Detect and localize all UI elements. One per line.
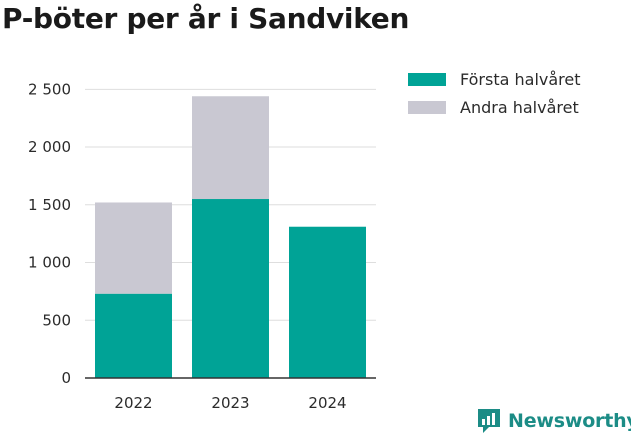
y-tick-label: 1 500 xyxy=(28,196,71,214)
legend: Första halvåret Andra halvåret xyxy=(408,70,581,117)
brand-name: Newsworthy xyxy=(508,410,631,432)
bar-first-half-2022 xyxy=(95,293,172,378)
bar-first-half-2024 xyxy=(289,226,366,378)
newsworthy-logo-icon xyxy=(478,409,500,433)
x-axis-ticks: 2022 2023 2024 xyxy=(114,394,346,412)
y-axis-ticks: 0 500 1 000 1 500 2 000 2 500 xyxy=(28,80,71,387)
brand-logo: Newsworthy xyxy=(476,407,631,435)
legend-label: Första halvåret xyxy=(460,70,581,89)
legend-swatch xyxy=(408,101,446,114)
chart-title: P-böter per år i Sandviken xyxy=(2,2,410,35)
bar-second-half-2022 xyxy=(95,202,172,294)
x-tick-label: 2024 xyxy=(308,394,346,412)
bar-second-half-2023 xyxy=(192,96,269,200)
bars xyxy=(95,96,366,378)
y-tick-label: 500 xyxy=(42,311,71,329)
y-tick-label: 2 500 xyxy=(28,80,71,98)
y-tick-label: 1 000 xyxy=(28,254,71,272)
x-tick-label: 2023 xyxy=(211,394,249,412)
y-tick-label: 0 xyxy=(61,369,71,387)
bar-first-half-2023 xyxy=(192,199,269,378)
x-tick-label: 2022 xyxy=(114,394,152,412)
y-tick-label: 2 000 xyxy=(28,138,71,156)
legend-label: Andra halvåret xyxy=(460,98,579,117)
legend-swatch xyxy=(408,73,446,86)
